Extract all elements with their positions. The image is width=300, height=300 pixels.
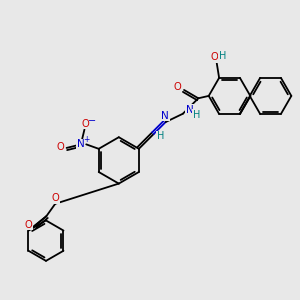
Text: H: H: [193, 110, 200, 120]
Text: O: O: [81, 118, 89, 128]
Text: N: N: [185, 105, 193, 115]
Text: O: O: [174, 82, 182, 92]
Text: H: H: [157, 131, 165, 141]
Text: N: N: [77, 140, 85, 149]
Text: −: −: [88, 116, 96, 126]
Text: O: O: [52, 193, 60, 203]
Text: O: O: [25, 220, 32, 230]
Text: O: O: [56, 142, 64, 152]
Text: N: N: [161, 110, 169, 121]
Text: H: H: [219, 52, 226, 61]
Text: +: +: [83, 135, 90, 144]
Text: O: O: [211, 52, 218, 62]
